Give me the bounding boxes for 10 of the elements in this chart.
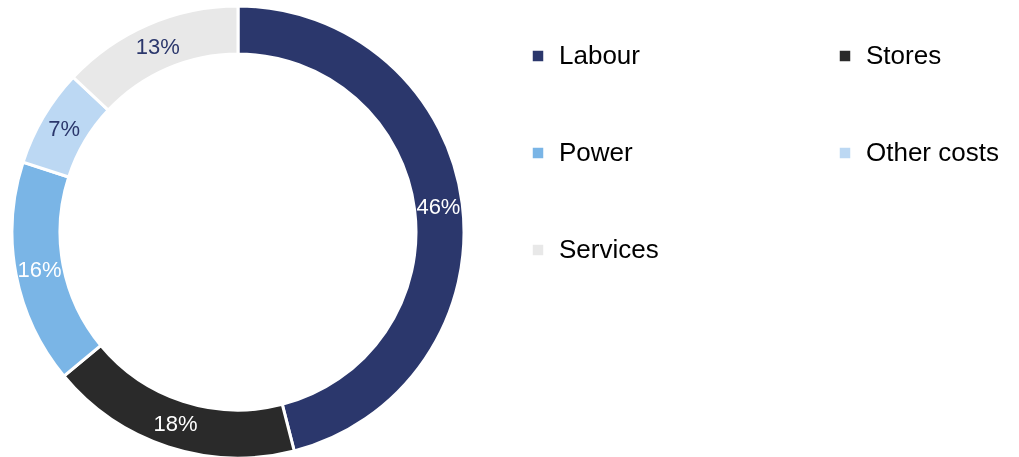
data-label: 7% [48, 116, 81, 142]
data-label: 13% [135, 33, 180, 59]
data-label: 18% [153, 411, 198, 437]
legend-label: Labour [559, 40, 641, 70]
legend-label: Services [559, 234, 659, 264]
legend-label: Stores [866, 40, 942, 70]
legend-label: Other costs [866, 137, 999, 167]
legend-label: Power [559, 137, 634, 167]
data-label: 46% [416, 193, 461, 219]
data-label: 16% [17, 256, 62, 282]
